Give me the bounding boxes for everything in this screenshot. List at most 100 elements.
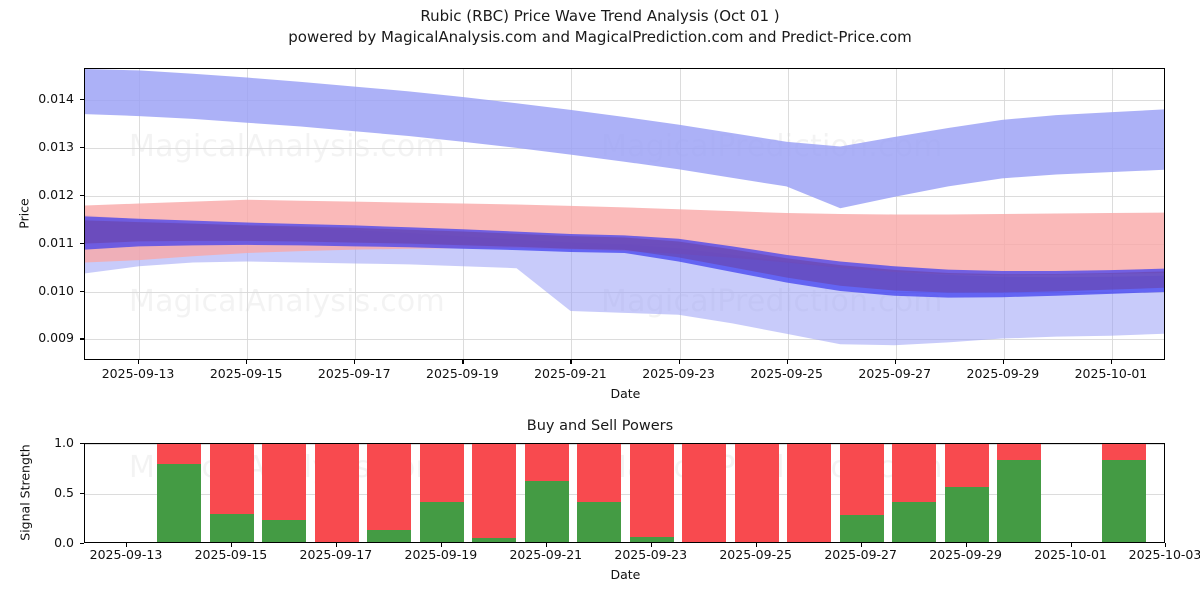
buysell-xtick-mark-6 [755, 543, 757, 547]
price-ytick-mark-3 [80, 194, 84, 197]
price-ytick-label-1: 0.010 [38, 282, 74, 298]
price-gridline-h-3 [85, 195, 1164, 197]
buysell-ytick-mark-1 [80, 493, 84, 495]
buy-sell-bar[interactable] [419, 444, 464, 542]
buysell-gridline-h-1 [85, 494, 1164, 495]
buy-segment [472, 538, 517, 542]
buy-sell-bar[interactable] [157, 444, 202, 542]
buy-sell-bar[interactable] [839, 444, 884, 542]
buy-segment [629, 537, 674, 542]
buy-segment [577, 502, 622, 542]
buy-segment [262, 520, 307, 542]
buysell-ytick-label-2: 1.0 [54, 435, 74, 450]
sell-segment [419, 444, 464, 502]
price-ytick-label-3: 0.012 [38, 186, 74, 202]
buysell-xtick-label-7: 2025-09-27 [824, 547, 897, 562]
buy-sell-bar[interactable] [472, 444, 517, 542]
price-xtick-mark-9 [1110, 360, 1113, 364]
sell-segment [682, 444, 727, 542]
buy-sell-bar[interactable] [314, 444, 359, 542]
price-chart-xlabel: Date [610, 386, 641, 401]
buy-sell-bar[interactable] [1101, 444, 1147, 542]
buysell-xtick-mark-2 [335, 543, 338, 547]
price-xtick-mark-2 [354, 360, 356, 364]
buy-segment [157, 464, 202, 542]
buysell-gridline-h-2 [85, 444, 1164, 445]
buy-sell-bar[interactable] [734, 444, 779, 542]
price-ytick-label-2: 0.011 [38, 234, 74, 250]
buy-segment [419, 502, 464, 542]
price-xtick-label-8: 2025-09-29 [966, 366, 1040, 381]
buy-sell-bar[interactable] [209, 444, 254, 542]
price-xtick-label-1: 2025-09-15 [209, 366, 283, 381]
buy-sell-bar[interactable] [262, 444, 307, 542]
sell-segment [209, 444, 254, 514]
buysell-xtick-mark-4 [545, 543, 547, 547]
buy-sell-ylabel: Signal Strength [17, 444, 33, 541]
price-gridline-v-7 [895, 69, 897, 359]
buy-sell-title: Buy and Sell Powers [526, 418, 674, 434]
price-ytick-mark-0 [80, 338, 84, 340]
price-xtick-label-4: 2025-09-21 [534, 366, 607, 381]
band-core-purple [85, 220, 1164, 293]
buy-sell-xlabel: Date [610, 567, 641, 582]
price-xtick-mark-4 [570, 360, 572, 364]
sell-segment [314, 444, 359, 542]
buy-sell-bar[interactable] [577, 444, 622, 542]
price-xtick-mark-1 [246, 360, 248, 364]
buysell-xtick-mark-8 [965, 543, 967, 547]
price-xtick-label-6: 2025-09-25 [750, 366, 823, 381]
buysell-xtick-mark-7 [860, 543, 862, 547]
buy-segment [839, 515, 884, 542]
buysell-ytick-label-1: 0.5 [54, 485, 74, 500]
price-xtick-mark-0 [138, 360, 140, 364]
price-ytick-mark-5 [80, 99, 84, 101]
price-xtick-mark-5 [678, 360, 680, 364]
buy-sell-bar[interactable] [629, 444, 674, 542]
price-xtick-mark-3 [462, 360, 464, 364]
buy-sell-bar[interactable] [997, 444, 1042, 542]
title-block: Rubic (RBC) Price Wave Trend Analysis (O… [0, 6, 1200, 48]
price-gridline-h-0 [85, 339, 1164, 341]
price-ytick-label-0: 0.009 [38, 330, 74, 346]
buy-sell-bar[interactable] [367, 444, 412, 542]
sell-segment [787, 444, 832, 542]
price-chart-ylabel: Price [16, 198, 32, 229]
band-upper-blue [85, 69, 1164, 209]
price-xtick-label-0: 2025-09-13 [101, 366, 175, 381]
buy-segment [1101, 460, 1147, 542]
buy-sell-inner: MagicalAnalysis.com MagicalPrediction.co… [85, 444, 1164, 542]
buysell-xtick-label-1: 2025-09-15 [194, 547, 268, 562]
buy-segment [997, 460, 1042, 542]
price-xtick-label-3: 2025-09-19 [426, 366, 499, 381]
buysell-ytick-label-0: 0.0 [54, 535, 74, 550]
buysell-xtick-mark-9 [1070, 543, 1072, 547]
price-ytick-label-5: 0.014 [38, 91, 74, 107]
page-subtitle: powered by MagicalAnalysis.com and Magic… [288, 28, 912, 46]
buysell-xtick-mark-5 [650, 543, 652, 547]
price-gridline-h-5 [85, 100, 1164, 102]
buy-sell-bar[interactable] [892, 444, 937, 542]
buy-sell-bar[interactable] [944, 444, 989, 542]
buy-sell-bar[interactable] [524, 444, 569, 542]
price-ytick-label-4: 0.013 [38, 138, 74, 154]
sell-segment [367, 444, 412, 530]
buysell-xtick-label-4: 2025-09-21 [509, 547, 583, 562]
buysell-xtick-label-0: 2025-09-13 [89, 547, 163, 562]
buysell-ytick-mark-2 [80, 443, 84, 445]
price-xtick-label-7: 2025-09-27 [858, 366, 932, 381]
buy-sell-bar[interactable] [682, 444, 727, 542]
sell-segment [629, 444, 674, 537]
sell-segment [577, 444, 622, 502]
price-xtick-label-9: 2025-10-01 [1074, 366, 1148, 381]
price-chart-plot-area: MagicalAnalysis.com MagicalPrediction.co… [84, 68, 1165, 360]
buysell-xtick-label-10: 2025-10-03 [1128, 547, 1200, 562]
buysell-xtick-label-3: 2025-09-19 [404, 547, 478, 562]
buy-sell-bar[interactable] [787, 444, 832, 542]
page-title: Rubic (RBC) Price Wave Trend Analysis (O… [420, 7, 780, 25]
buysell-xtick-mark-10 [1165, 543, 1167, 547]
price-wave-bands [85, 69, 1164, 346]
buysell-xtick-label-6: 2025-09-25 [719, 547, 793, 562]
buy-sell-plot-area: MagicalAnalysis.com MagicalPrediction.co… [84, 443, 1165, 543]
